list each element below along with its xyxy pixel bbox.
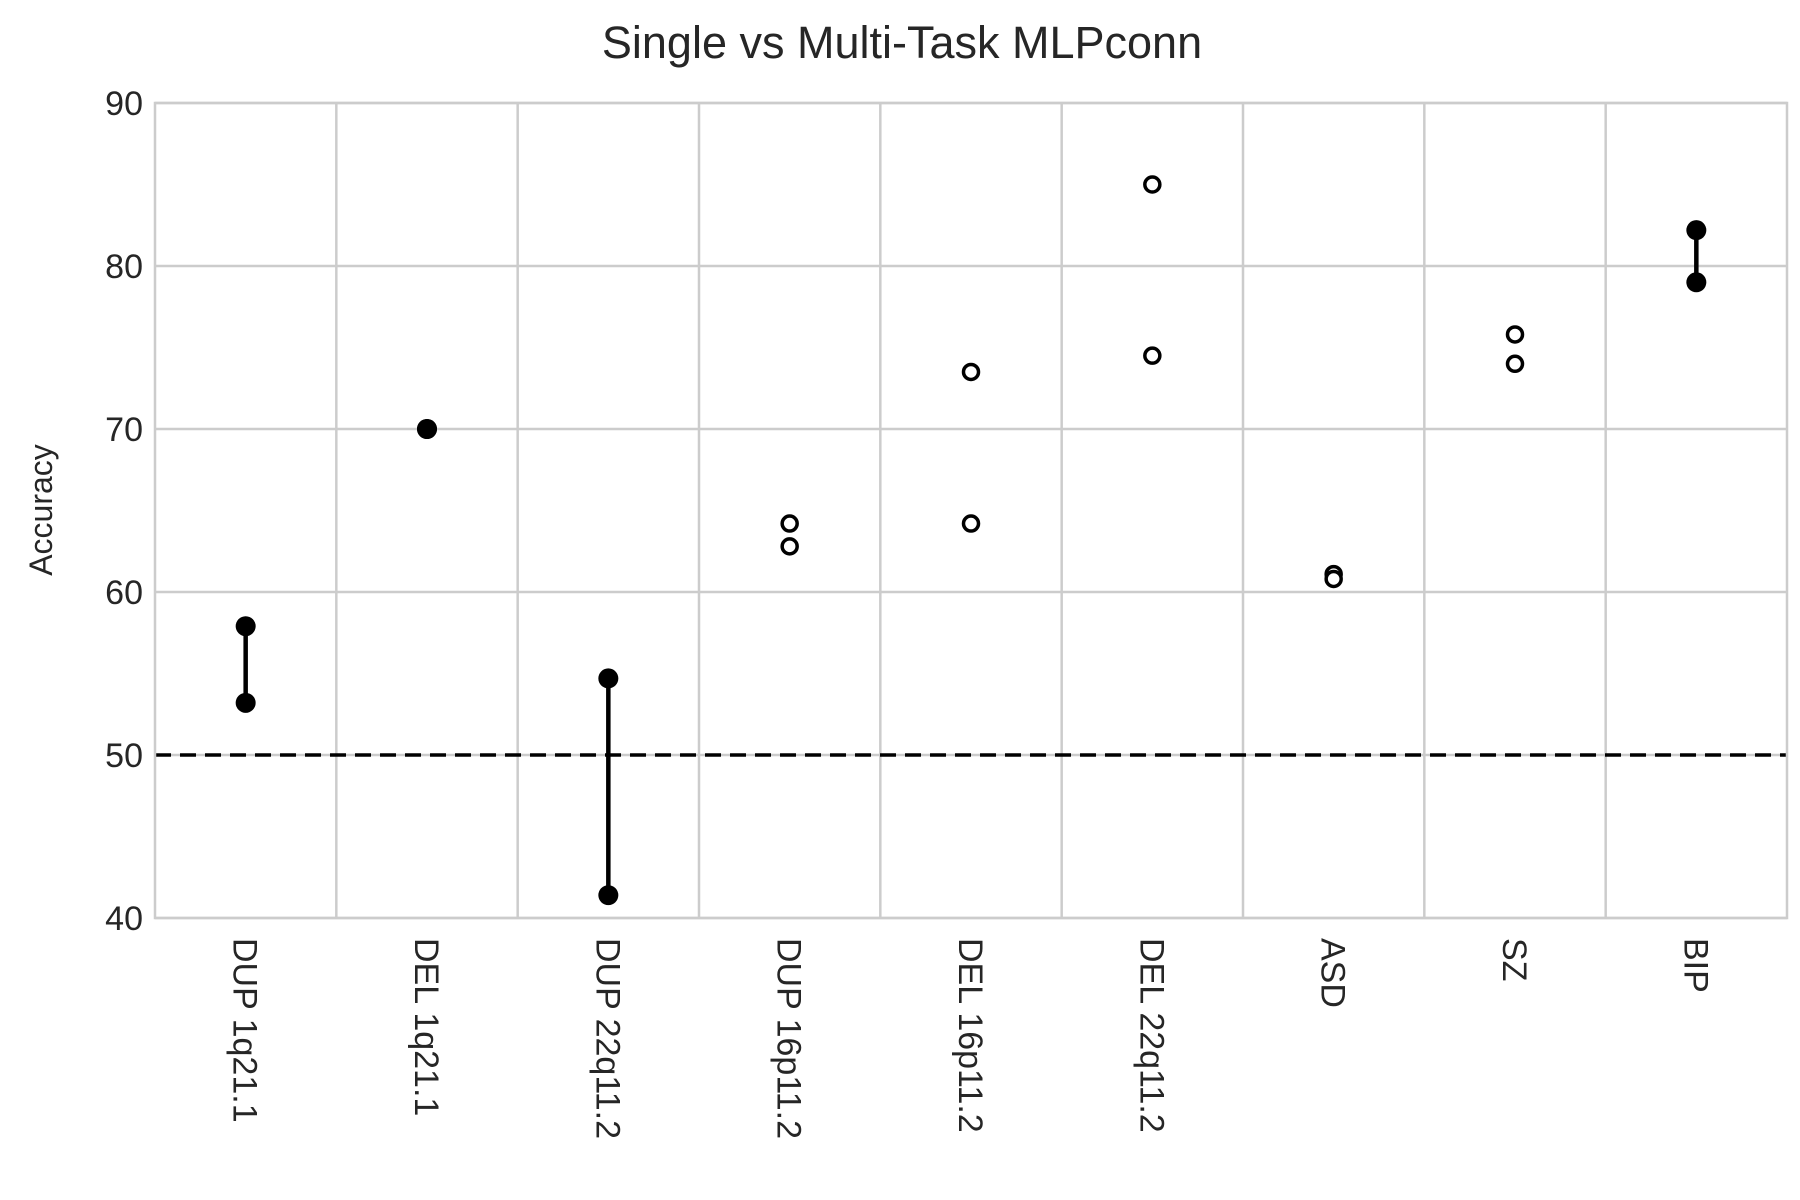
plot-frame [153,101,1789,920]
multi-task-point [235,692,256,713]
y-tick-label: 40 [105,900,143,938]
multi-task-point [961,514,981,533]
multi-task-point [598,885,619,906]
data-layer [235,175,1707,906]
single-task-point [1143,175,1162,194]
y-tick-label: 90 [105,85,143,123]
grid-layer [155,101,1787,920]
x-tick-label: DUP 22q11.2 [588,938,626,1139]
single-task-point [598,668,619,689]
single-task-point [1686,220,1707,241]
x-tick-label: SZ [1495,938,1533,981]
multi-task-point [417,419,437,439]
x-tick-label: DEL 16p11.2 [951,938,989,1133]
single-task-point [961,362,981,382]
multi-task-point [1505,354,1525,374]
x-tick-label: DUP 16p11.2 [770,938,808,1139]
multi-task-point [780,537,799,556]
x-tick-label: DEL 22q11.2 [1132,938,1170,1133]
y-tick-labels: 40 50 60 70 80 90 [105,85,143,938]
multi-task-point [1686,272,1707,293]
multi-task-point [1324,569,1343,589]
chart-title: Single vs Multi-Task MLPconn [602,17,1202,68]
x-tick-label: ASD [1314,938,1352,1008]
multi-task-point [1143,346,1162,365]
y-axis-label: Accuracy [23,444,59,576]
single-task-point [1505,325,1525,344]
x-tick-label: DUP 1q21.1 [226,938,264,1123]
single-task-point [235,616,256,637]
x-tick-label: BIP [1676,938,1714,993]
x-tick-labels: DUP 1q21.1 DEL 1q21.1 DUP 22q11.2 DUP 16p11… [226,938,1715,1139]
single-task-point [780,514,799,533]
y-tick-label: 50 [105,737,143,775]
x-tick-label: DEL 1q21.1 [407,938,445,1116]
y-tick-label: 80 [105,248,143,286]
y-tick-label: 60 [105,574,143,612]
y-tick-label: 70 [105,411,143,449]
